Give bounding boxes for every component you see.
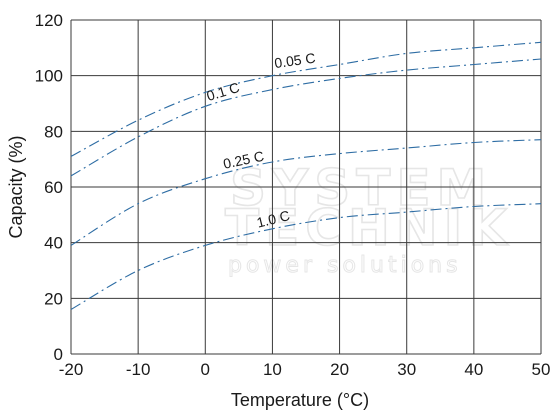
watermark-line3: power solutions (228, 253, 462, 278)
x-tick-label: 0 (201, 360, 210, 379)
y-tick-label: 20 (44, 289, 63, 308)
series-label-3: 1.0 C (255, 207, 291, 231)
y-tick-label: 100 (35, 67, 63, 86)
y-tick-label: 60 (44, 178, 63, 197)
series-line-0 (70, 41, 542, 157)
series-line-1 (70, 58, 542, 177)
x-axis-label: Temperature (°C) (231, 390, 369, 410)
y-tick-label: 80 (44, 122, 63, 141)
series-line-2 (70, 139, 542, 246)
x-tick-label: 50 (532, 360, 551, 379)
y-tick-label: 40 (44, 234, 63, 253)
y-axis-label: Capacity (%) (6, 135, 26, 238)
series-group (70, 41, 542, 310)
x-tick-label: 40 (464, 360, 483, 379)
y-tick-label: 120 (35, 11, 63, 30)
x-tick-label: -20 (59, 360, 84, 379)
grid (70, 19, 542, 355)
x-tick-label: 20 (330, 360, 349, 379)
y-tick-label: 0 (54, 345, 63, 364)
x-tick-label: -10 (126, 360, 151, 379)
series-line-3 (70, 203, 542, 310)
tick-labels: -20 -10 0 10 20 30 40 50 0 20 40 60 80 100 120 (35, 11, 551, 379)
watermark-line2: TECHNIK (225, 199, 513, 257)
x-tick-label: 10 (263, 360, 282, 379)
x-tick-label: 30 (397, 360, 416, 379)
series-label-0: 0.05 C (273, 50, 316, 72)
